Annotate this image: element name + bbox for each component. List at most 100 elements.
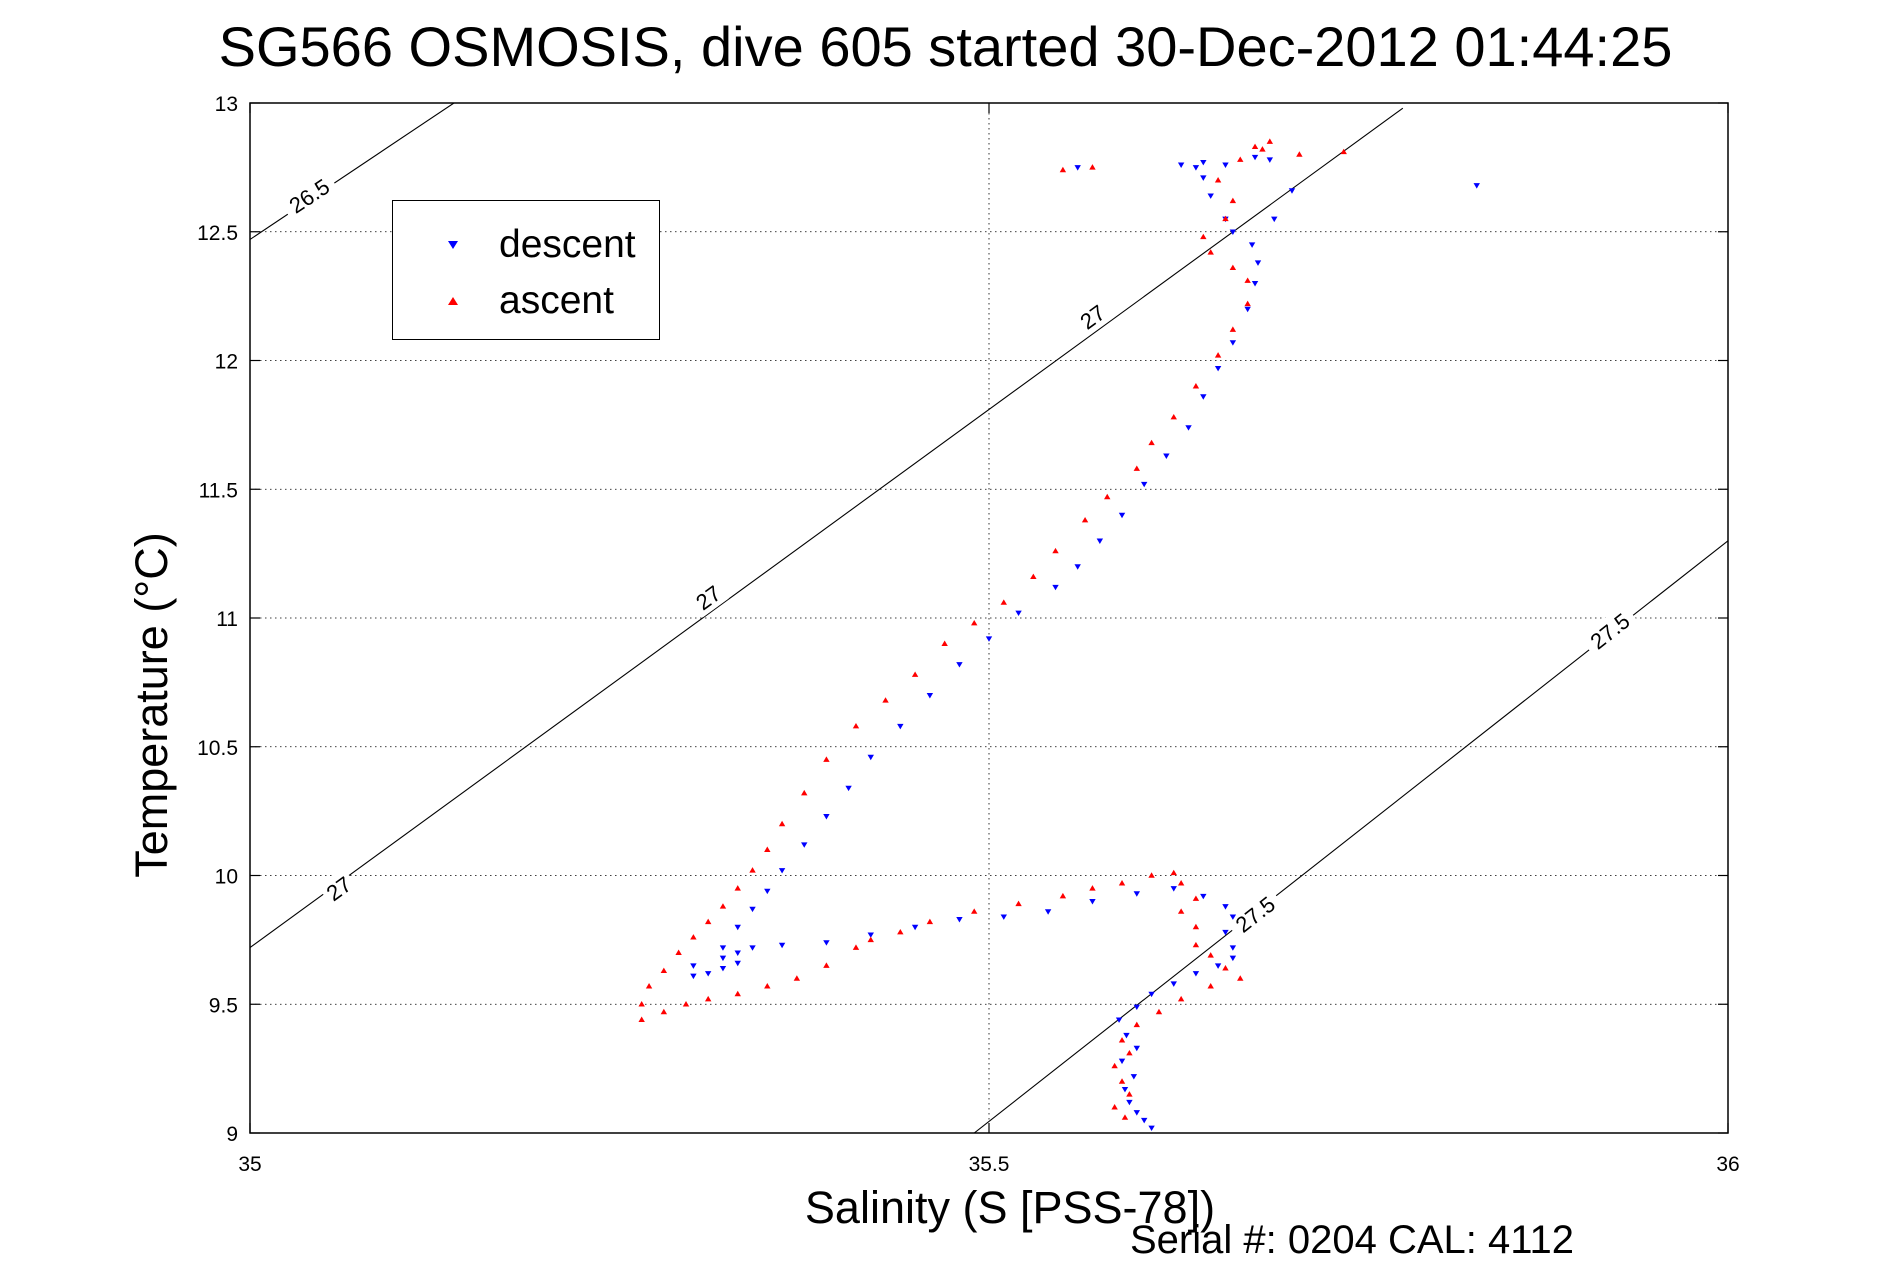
data-point: [1111, 1062, 1118, 1069]
data-point: [749, 867, 756, 873]
data-point: [1133, 1021, 1140, 1028]
contour-label-gap: [687, 577, 729, 618]
data-point: [1222, 215, 1229, 222]
data-point: [1118, 512, 1126, 519]
data-point: [911, 671, 919, 677]
data-point: [1200, 893, 1207, 900]
y-axis-label: Temperature (°C): [126, 532, 177, 878]
data-point: [1170, 981, 1177, 987]
data-point: [1244, 277, 1251, 283]
data-point: [1229, 197, 1237, 204]
data-point: [704, 918, 712, 925]
data-point: [734, 950, 741, 956]
data-point: [1229, 229, 1237, 235]
data-point: [1207, 193, 1214, 199]
data-point: [1177, 995, 1185, 1002]
y-tick-label: 12.5: [197, 222, 238, 245]
data-point: [1214, 177, 1222, 183]
data-point: [682, 1001, 690, 1007]
legend-item-descent: descent: [393, 221, 659, 271]
y-tick-label: 12: [215, 351, 238, 374]
data-point: [749, 945, 756, 951]
x-tick-label: 35.5: [969, 1153, 1010, 1176]
data-point: [1229, 914, 1237, 920]
data-point: [1118, 1078, 1126, 1084]
series-ascent: [638, 138, 1347, 1120]
data-point: [1192, 971, 1200, 977]
contour-label-text: 27: [1075, 300, 1110, 335]
contour-label: 27: [318, 868, 360, 909]
data-point: [971, 619, 978, 626]
y-tick-label: 9: [226, 1123, 238, 1146]
data-point: [801, 842, 808, 848]
data-point: [660, 1008, 668, 1015]
data-point: [1121, 1114, 1129, 1120]
data-point: [1473, 183, 1480, 189]
data-point: [1140, 1117, 1148, 1124]
data-point: [1288, 188, 1296, 194]
data-point: [852, 944, 860, 950]
data-point: [845, 785, 852, 792]
data-point: [1123, 1032, 1130, 1039]
data-point: [704, 995, 712, 1002]
contour-label-gap: [278, 169, 340, 223]
data-point: [956, 662, 963, 668]
data-point: [971, 908, 978, 914]
y-tick-label: 10.5: [197, 737, 238, 760]
data-point: [1170, 869, 1177, 876]
data-point: [1207, 952, 1214, 958]
data-point: [1192, 383, 1200, 389]
data-point: [778, 868, 786, 874]
tick-labels: 35 35.5 36 9 9.5 10 10.5 11 11.5 12 12.5 13: [197, 93, 1740, 1176]
data-point: [1000, 914, 1007, 920]
data-point: [1118, 1058, 1126, 1065]
x-tick-label: 35: [238, 1153, 261, 1176]
data-point: [645, 983, 653, 989]
data-point: [1074, 564, 1081, 570]
data-point: [719, 903, 727, 909]
data-point: [1133, 1004, 1140, 1011]
data-point: [867, 932, 874, 938]
data-point: [793, 975, 801, 981]
data-point: [1118, 1037, 1126, 1043]
legend-label-ascent: ascent: [499, 279, 614, 322]
legend: descent ascent: [392, 200, 660, 340]
data-point: [823, 962, 830, 968]
data-point: [1059, 892, 1067, 899]
data-point: [1222, 929, 1229, 936]
contour-label-gap: [1579, 603, 1640, 659]
data-point: [1244, 306, 1251, 313]
data-point: [1148, 439, 1155, 446]
data-point: [1015, 900, 1022, 907]
y-tick-label: 11.5: [199, 479, 238, 502]
data-point: [734, 885, 741, 891]
data-point: [1251, 281, 1259, 287]
data-point: [1296, 151, 1303, 157]
data-point: [690, 973, 697, 980]
data-point: [778, 942, 786, 949]
data-point: [1237, 975, 1244, 981]
data-point: [1111, 1104, 1118, 1110]
data-point: [1340, 148, 1347, 155]
data-point: [1096, 538, 1104, 544]
contour-label-text: 27: [322, 871, 357, 906]
data-point: [1266, 157, 1274, 163]
data-point: [1200, 159, 1207, 166]
data-point: [1115, 1017, 1123, 1023]
data-point: [1229, 945, 1237, 951]
contour-label-gap: [1224, 886, 1286, 942]
data-point: [675, 949, 682, 955]
data-point: [1207, 983, 1214, 989]
data-point: [1126, 1099, 1133, 1106]
data-point: [1214, 365, 1222, 372]
data-point: [1259, 146, 1266, 152]
series-descent: [690, 154, 1480, 1132]
data-point: [823, 756, 830, 762]
data-point: [1089, 164, 1096, 170]
data-point: [719, 965, 727, 972]
axis-ticks: [249, 102, 1729, 1134]
data-point: [882, 697, 889, 703]
contour-label: 27: [1071, 296, 1114, 337]
data-point: [897, 928, 904, 935]
